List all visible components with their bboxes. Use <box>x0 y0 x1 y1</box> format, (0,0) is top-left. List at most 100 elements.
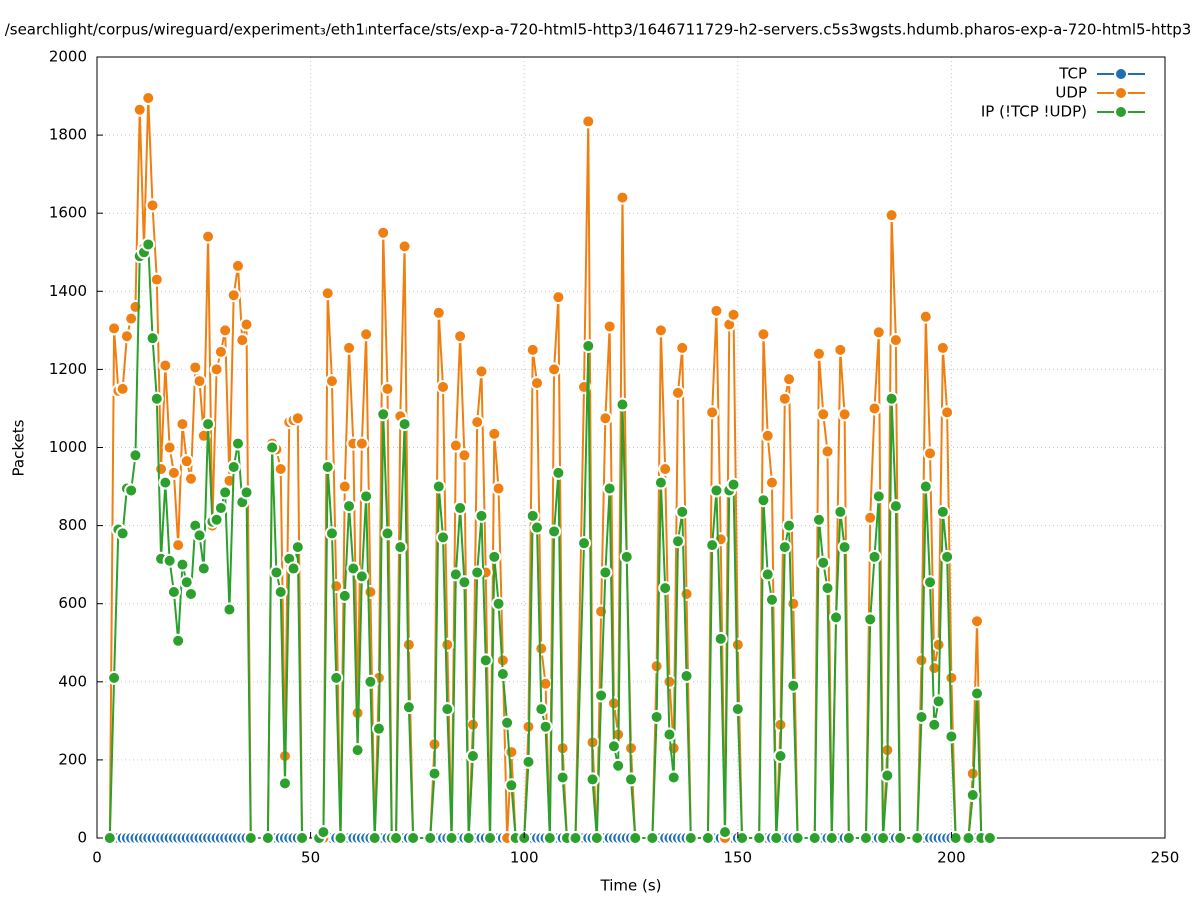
data-point <box>923 446 938 461</box>
data-point <box>457 575 472 590</box>
data-point <box>107 670 122 685</box>
data-point <box>491 481 506 496</box>
data-point <box>764 475 779 490</box>
data-point <box>218 323 233 338</box>
data-point <box>423 831 438 845</box>
data-point <box>863 510 878 525</box>
data-point <box>534 702 549 717</box>
data-point <box>970 686 985 701</box>
data-point <box>444 831 459 845</box>
data-point <box>867 401 882 416</box>
data-point <box>709 483 724 498</box>
data-point <box>192 374 207 389</box>
legend-marker <box>1114 105 1128 119</box>
data-point <box>320 460 335 475</box>
data-point <box>175 417 190 432</box>
data-point <box>436 379 451 394</box>
data-point <box>782 518 797 533</box>
data-point <box>876 831 891 845</box>
data-point <box>858 831 873 845</box>
data-point <box>457 448 472 463</box>
data-point <box>615 397 630 412</box>
data-point <box>201 229 216 244</box>
data-point <box>589 831 604 845</box>
data-point <box>585 772 600 787</box>
data-point <box>171 633 186 648</box>
data-point <box>811 346 826 361</box>
data-point <box>730 702 745 717</box>
data-point <box>837 407 852 422</box>
data-point <box>606 739 621 754</box>
data-point <box>670 534 685 549</box>
data-point <box>337 588 352 603</box>
data-point <box>179 575 194 590</box>
data-point <box>679 586 694 601</box>
x-tick-label: 150 <box>723 849 752 867</box>
data-point <box>102 831 117 845</box>
data-point <box>782 372 797 387</box>
data-point <box>226 460 241 475</box>
y-tick-label: 600 <box>58 594 87 612</box>
data-point <box>149 391 164 406</box>
data-point <box>230 436 245 451</box>
data-point <box>594 688 609 703</box>
data-point <box>354 569 369 584</box>
data-point <box>884 208 899 223</box>
data-point <box>504 778 519 793</box>
data-point <box>132 102 147 117</box>
data-point <box>675 340 690 355</box>
data-point <box>534 641 549 656</box>
data-point <box>769 831 784 845</box>
data-point <box>547 362 562 377</box>
data-point <box>243 831 258 845</box>
data-point <box>124 311 139 326</box>
data-point <box>401 700 416 715</box>
data-point <box>525 508 540 523</box>
x-tick-label: 0 <box>92 849 102 867</box>
data-point <box>833 342 848 357</box>
data-point <box>154 461 169 476</box>
x-axis-label: Time (s) <box>600 877 662 895</box>
data-point <box>931 694 946 709</box>
data-point <box>461 831 476 845</box>
data-point <box>867 549 882 564</box>
data-point <box>965 788 980 803</box>
data-point <box>179 454 194 469</box>
data-point <box>918 479 933 494</box>
data-point <box>602 319 617 334</box>
data-point <box>128 448 143 463</box>
data-point <box>226 288 241 303</box>
data-point <box>107 321 122 336</box>
data-point <box>884 391 899 406</box>
data-point <box>239 317 254 332</box>
data-point <box>324 526 339 541</box>
data-point <box>602 481 617 496</box>
data-point <box>324 374 339 389</box>
data-point <box>363 584 378 599</box>
data-point <box>683 831 698 845</box>
data-point <box>935 504 950 519</box>
data-point <box>436 530 451 545</box>
data-point <box>371 721 386 736</box>
data-point <box>773 748 788 763</box>
data-point <box>380 526 395 541</box>
data-point <box>320 286 335 301</box>
data-point <box>201 417 216 432</box>
data-point <box>542 831 557 845</box>
x-tick-label: 100 <box>510 849 539 867</box>
data-point <box>786 596 801 611</box>
y-tick-label: 1400 <box>49 282 87 300</box>
data-point <box>645 831 660 845</box>
data-point <box>183 586 198 601</box>
data-point <box>551 465 566 480</box>
data-point <box>171 538 186 553</box>
y-tick-label: 800 <box>58 516 87 534</box>
data-point <box>295 831 310 845</box>
data-point <box>342 340 357 355</box>
legend-label: UDP <box>1055 84 1087 102</box>
data-point <box>918 309 933 324</box>
data-point <box>658 461 673 476</box>
data-point <box>448 438 463 453</box>
data-point <box>453 329 468 344</box>
data-point <box>145 198 160 213</box>
